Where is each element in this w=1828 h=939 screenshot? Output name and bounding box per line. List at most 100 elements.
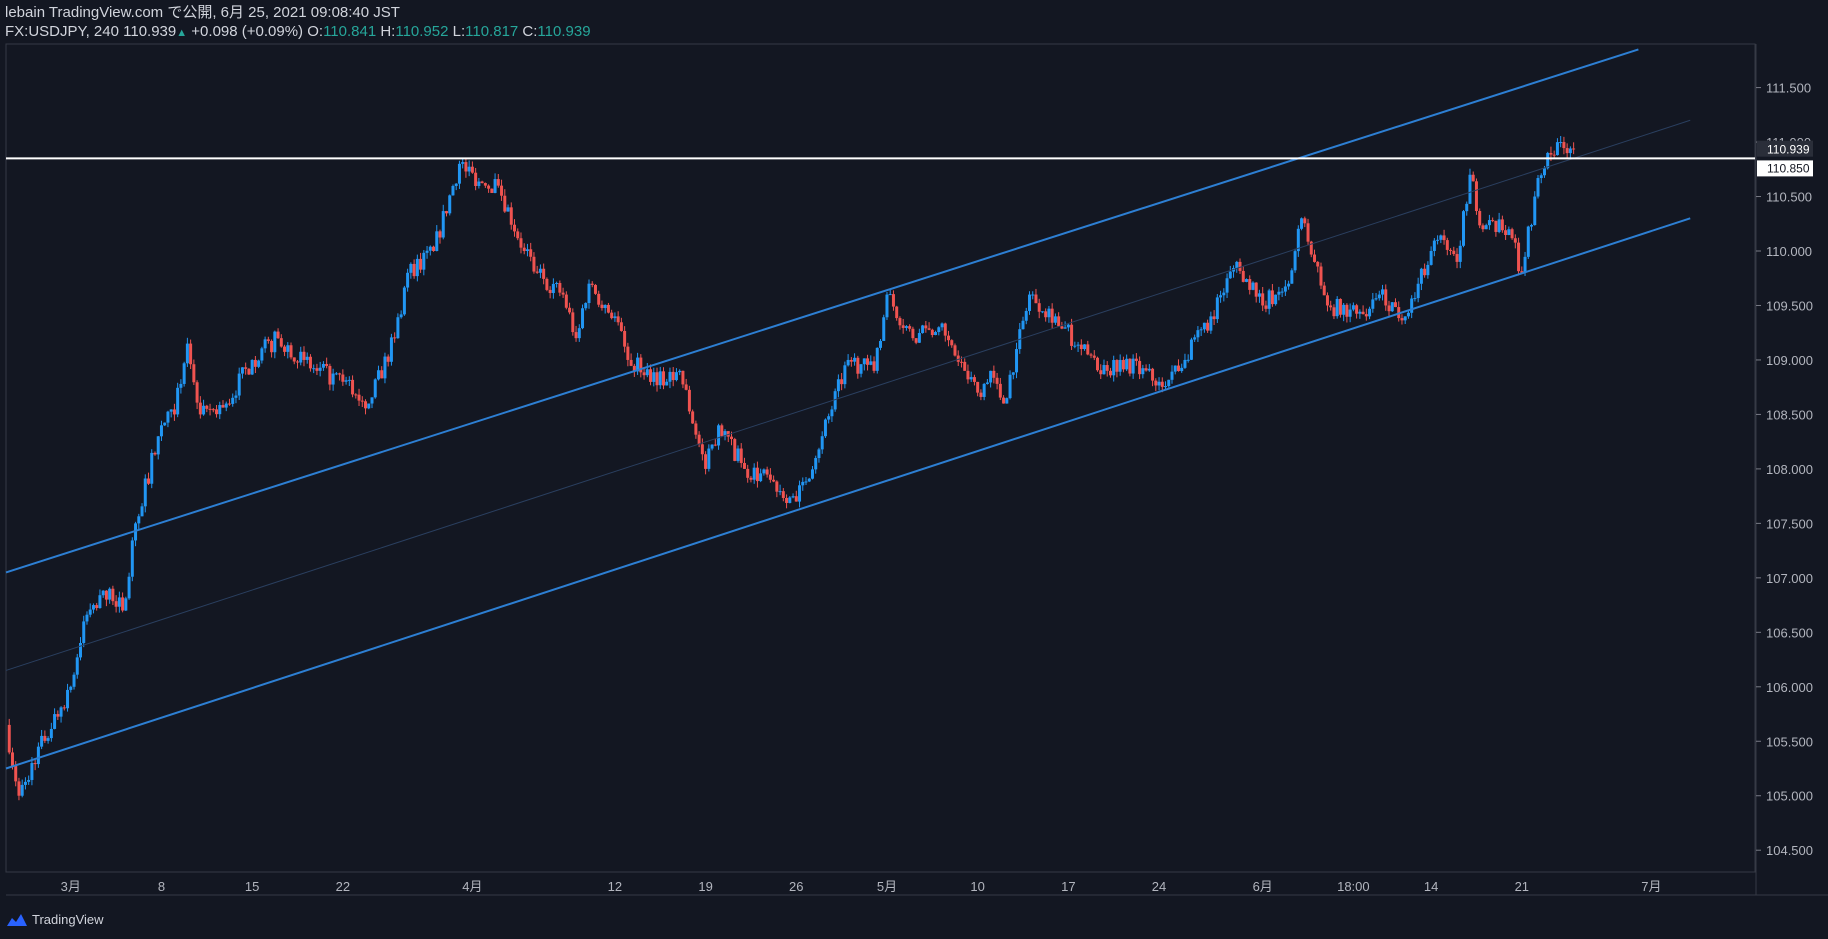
candle-up — [493, 179, 497, 193]
candle-down — [619, 322, 623, 331]
candle-up — [1374, 298, 1378, 300]
candle-up — [72, 674, 76, 687]
candle-up — [1157, 381, 1161, 386]
candle-up — [1053, 316, 1057, 323]
y-tick-label: 110.000 — [1766, 244, 1812, 259]
candle-up — [1235, 261, 1239, 268]
candle-up — [441, 211, 445, 238]
candle-up — [1141, 368, 1145, 375]
candle-up — [833, 391, 837, 410]
x-tick-label: 18:00 — [1337, 879, 1370, 894]
candle-down — [244, 367, 248, 369]
x-tick-label: 15 — [245, 879, 259, 894]
candle-down — [568, 307, 572, 313]
candle-down — [742, 462, 746, 469]
candle-up — [1173, 365, 1177, 372]
candle-down — [114, 601, 118, 607]
candle-down — [891, 294, 895, 307]
candle-up — [1219, 295, 1223, 298]
candle-up — [1066, 324, 1070, 328]
candle-down — [111, 588, 115, 602]
candle-up — [1073, 345, 1077, 347]
candle-down — [419, 258, 423, 270]
candle-down — [283, 346, 287, 352]
candle-down — [785, 497, 789, 503]
candle-down — [1261, 293, 1265, 306]
footer-logo[interactable]: TradingView — [6, 912, 104, 927]
candle-up — [137, 516, 141, 524]
candle-up — [1530, 225, 1534, 227]
candle-up — [321, 363, 325, 368]
candle-down — [1481, 225, 1485, 230]
candle-down — [840, 379, 844, 385]
candle-down — [189, 343, 193, 365]
candle-up — [150, 452, 154, 484]
candle-up — [1416, 283, 1420, 299]
candle-up — [1083, 344, 1087, 350]
candle-up — [1484, 225, 1488, 230]
candle-down — [1491, 220, 1495, 222]
candle-down — [898, 318, 902, 326]
candle-up — [49, 728, 53, 739]
candle-down — [56, 714, 60, 717]
y-tick-label: 109.500 — [1766, 298, 1813, 313]
candle-down — [597, 293, 601, 305]
candle-down — [1565, 148, 1569, 154]
candle-up — [1555, 142, 1559, 156]
candle-down — [360, 400, 364, 402]
x-tick-label: 21 — [1515, 879, 1529, 894]
candle-down — [532, 256, 536, 272]
candle-down — [480, 181, 484, 184]
candle-up — [674, 372, 678, 381]
candle-down — [956, 355, 960, 362]
candle-down — [1423, 268, 1427, 276]
candle-down — [364, 401, 368, 409]
low-label: L: — [452, 23, 466, 40]
candle-up — [752, 467, 756, 480]
open-label: O: — [307, 23, 324, 40]
candle-down — [963, 361, 967, 371]
candle-down — [121, 597, 125, 611]
candle-up — [846, 359, 850, 366]
y-tick-label: 109.000 — [1766, 353, 1813, 368]
candle-up — [1462, 211, 1465, 246]
candle-up — [260, 348, 264, 361]
candle-up — [27, 779, 31, 782]
candle-up — [885, 294, 889, 318]
candle-down — [1099, 370, 1103, 375]
x-tick-label: 12 — [608, 879, 622, 894]
candle-up — [23, 781, 27, 785]
candle-up — [577, 328, 581, 339]
candle-down — [1400, 318, 1404, 321]
candle-up — [46, 738, 50, 741]
candle-down — [483, 183, 487, 186]
candle-up — [1426, 264, 1430, 276]
candle-down — [704, 454, 708, 469]
candle-down — [1086, 344, 1090, 355]
candle-up — [888, 294, 892, 296]
candle-up — [240, 367, 244, 374]
candle-down — [713, 444, 717, 446]
candle-down — [574, 332, 578, 339]
candle-down — [684, 384, 688, 390]
candle-down — [671, 371, 675, 381]
candle-up — [636, 357, 640, 372]
candle-down — [726, 431, 730, 437]
candle-up — [1390, 302, 1394, 312]
candle-up — [1468, 174, 1472, 204]
candle-down — [1478, 211, 1482, 226]
candle-up — [814, 458, 818, 470]
candle-up — [603, 304, 607, 309]
candle-up — [59, 707, 63, 717]
candle-up — [1526, 226, 1530, 257]
candle-down — [153, 452, 157, 455]
candle-up — [156, 436, 160, 455]
candle-down — [1241, 270, 1245, 282]
candle-down — [490, 188, 494, 193]
candle-down — [1572, 148, 1576, 150]
candle-up — [1180, 367, 1184, 372]
candle-up — [1209, 316, 1213, 331]
y-tick-label: 104.500 — [1766, 843, 1813, 858]
y-tick-label: 106.500 — [1766, 625, 1813, 640]
